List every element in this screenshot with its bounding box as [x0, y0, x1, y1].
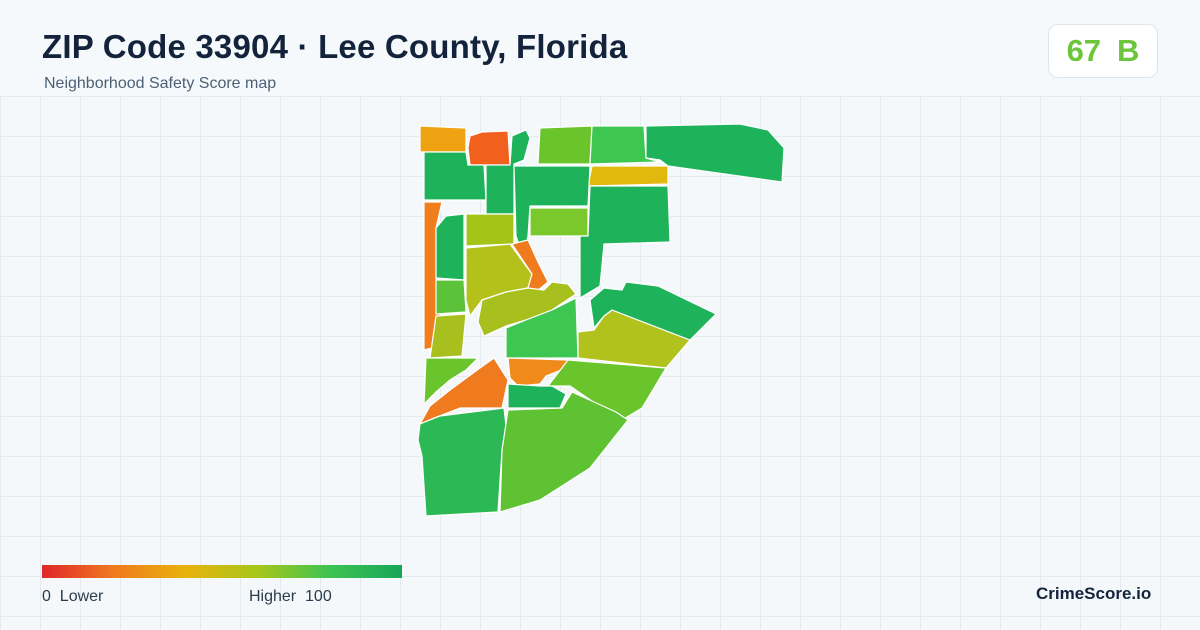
legend-low-value: 0 [42, 588, 51, 605]
legend-low: 0 Lower [42, 588, 103, 606]
legend-high-value: 100 [305, 588, 332, 605]
score-grade: B [1117, 33, 1140, 68]
map-region-west-inner-green [435, 213, 465, 281]
map-region-center-lime [529, 207, 589, 237]
map-region-nw-corner [419, 125, 467, 153]
legend-gradient-bar [42, 565, 402, 578]
map-region-north-mid-green [485, 129, 531, 215]
page-subtitle: Neighborhood Safety Score map [44, 75, 277, 92]
map-region-east-lower-green [589, 281, 717, 341]
map-region-diagonal-orange [511, 239, 549, 293]
map-region-north-red [467, 130, 511, 166]
map-region-ne-large [645, 123, 785, 183]
header-band [0, 0, 1200, 96]
map-region-south-large-lime [499, 391, 629, 513]
map-region-west-green [423, 151, 487, 201]
map-region-east-green-mid [579, 185, 671, 299]
map-region-south-mid-green [507, 383, 567, 409]
map-region-sw-lime [423, 357, 479, 405]
legend-high-label: Higher [249, 588, 297, 605]
score-badge: 67 B [1048, 24, 1158, 78]
map-region-north-light-green [589, 125, 661, 165]
map-region-center-light-green [505, 297, 579, 359]
map-region-yellow-strip [587, 165, 669, 187]
map-region-west-small-green [435, 279, 467, 315]
map-region-south-west-large [417, 407, 507, 517]
legend-low-label: Lower [59, 588, 104, 605]
page-title: ZIP Code 33904 · Lee County, Florida [42, 28, 628, 65]
brand-logo-text: CrimeScore.io [1036, 584, 1152, 603]
map-region-west-olive [429, 313, 467, 359]
map-region-north-lime [537, 125, 593, 165]
legend-high: Higher 100 [249, 588, 332, 606]
map-region-west-lime-block [465, 213, 515, 247]
map-region-diagonal-band [477, 281, 577, 337]
score-value: 67 [1066, 33, 1102, 68]
